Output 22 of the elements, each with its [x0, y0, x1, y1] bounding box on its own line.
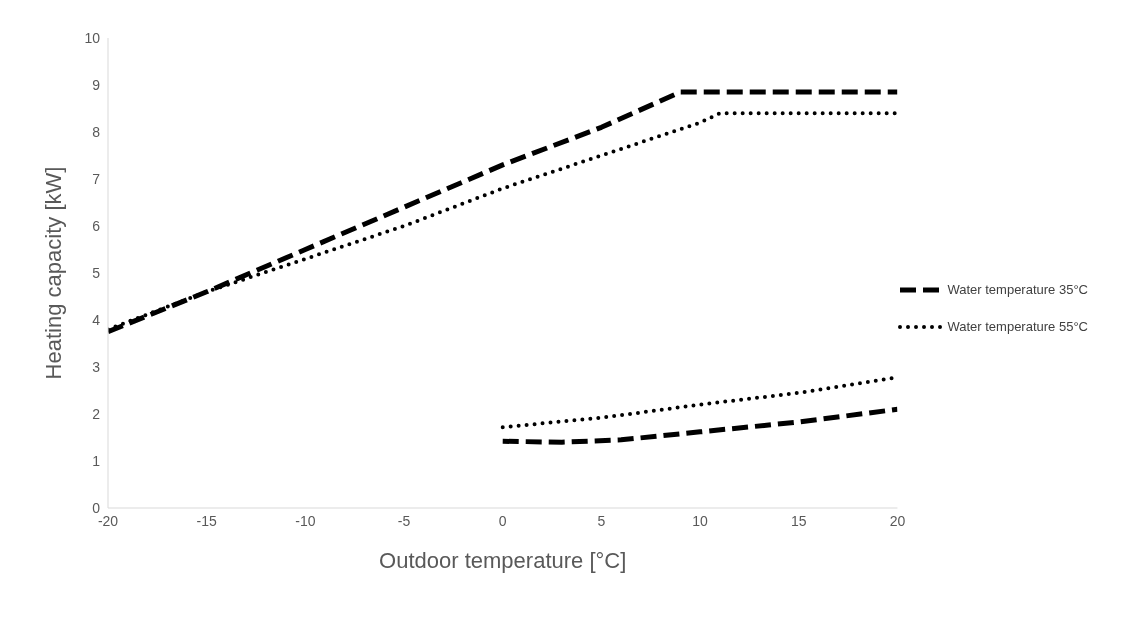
- legend-label: Water temperature 35°C: [947, 282, 1088, 297]
- x-tick-label: 0: [498, 512, 507, 529]
- y-tick-label: 2: [92, 405, 101, 422]
- legend-label: Water temperature 55°C: [947, 319, 1088, 334]
- x-tick-label: 20: [889, 512, 906, 529]
- x-axis-title: Outdoor temperature [°C]: [379, 548, 627, 573]
- y-tick-label: 8: [92, 123, 101, 140]
- x-tick-label: -5: [397, 512, 411, 529]
- x-tick-label: 5: [597, 512, 606, 529]
- x-tick-label: 10: [692, 512, 709, 529]
- y-tick-label: 1: [92, 452, 101, 469]
- y-tick-label: 7: [92, 170, 101, 187]
- y-tick-label: 4: [92, 311, 101, 328]
- y-axis-title: Heating capacity [kW]: [40, 166, 66, 380]
- x-tick-label: 15: [790, 512, 807, 529]
- y-tick-label: 9: [92, 76, 101, 93]
- x-tick-label: -10: [295, 512, 316, 529]
- y-tick-label: 6: [92, 217, 101, 234]
- y-tick-label: 10: [84, 29, 101, 46]
- y-tick-label: 5: [92, 264, 101, 281]
- y-tick-label: 3: [92, 358, 101, 375]
- x-tick-label: -15: [196, 512, 218, 529]
